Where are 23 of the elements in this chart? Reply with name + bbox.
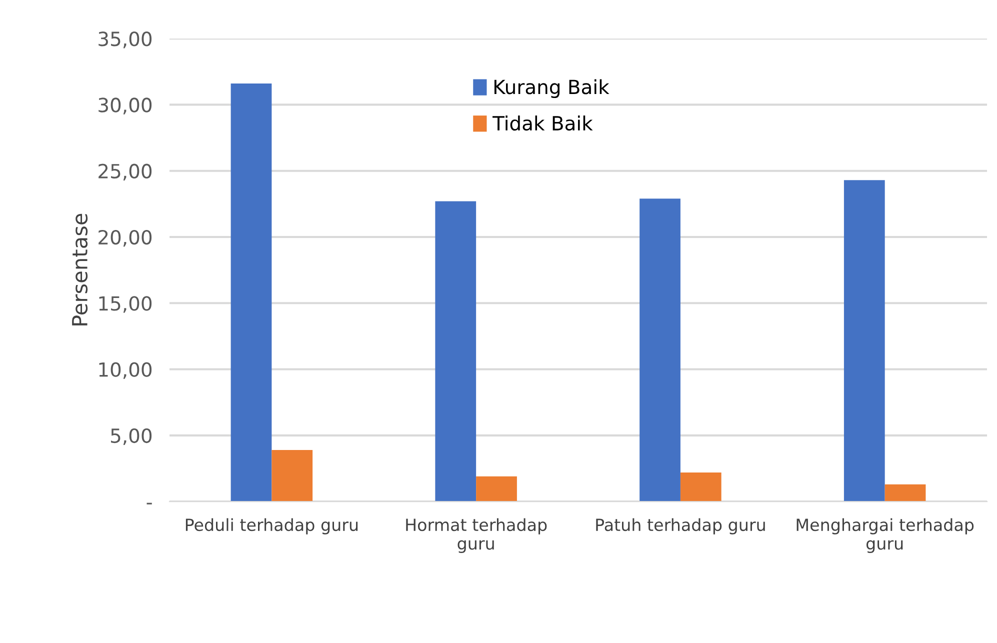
x-tick-label: Patuh terhadap guru [596, 518, 765, 534]
legend-label: Kurang Baik [494, 79, 610, 98]
y-tick-label: 20,00 [98, 230, 152, 247]
x-tick-label: Peduli terhadap guru [186, 518, 358, 534]
y-axis-title: Persentase [72, 214, 88, 326]
bar [272, 450, 313, 502]
bar [680, 472, 722, 502]
x-tick-label: Hormat terhadap guru [406, 518, 547, 553]
legend-label: Tidak Baik [492, 116, 593, 131]
bar [844, 180, 885, 502]
bar [476, 476, 517, 502]
bar [435, 201, 476, 502]
bar [640, 198, 680, 502]
bar [884, 484, 926, 502]
x-tick-label: Menghargai terhadap guru [796, 518, 974, 553]
y-tick-label: 10,00 [99, 362, 152, 379]
y-tick-label: 15,00 [99, 296, 152, 313]
bar [230, 84, 272, 502]
y-tick-label: 25,00 [98, 164, 152, 180]
y-tick-label: - [146, 502, 152, 504]
y-tick-label: 30,00 [98, 98, 152, 114]
y-tick-label: 5,00 [111, 428, 152, 446]
y-tick-label: 35,00 [98, 32, 152, 48]
